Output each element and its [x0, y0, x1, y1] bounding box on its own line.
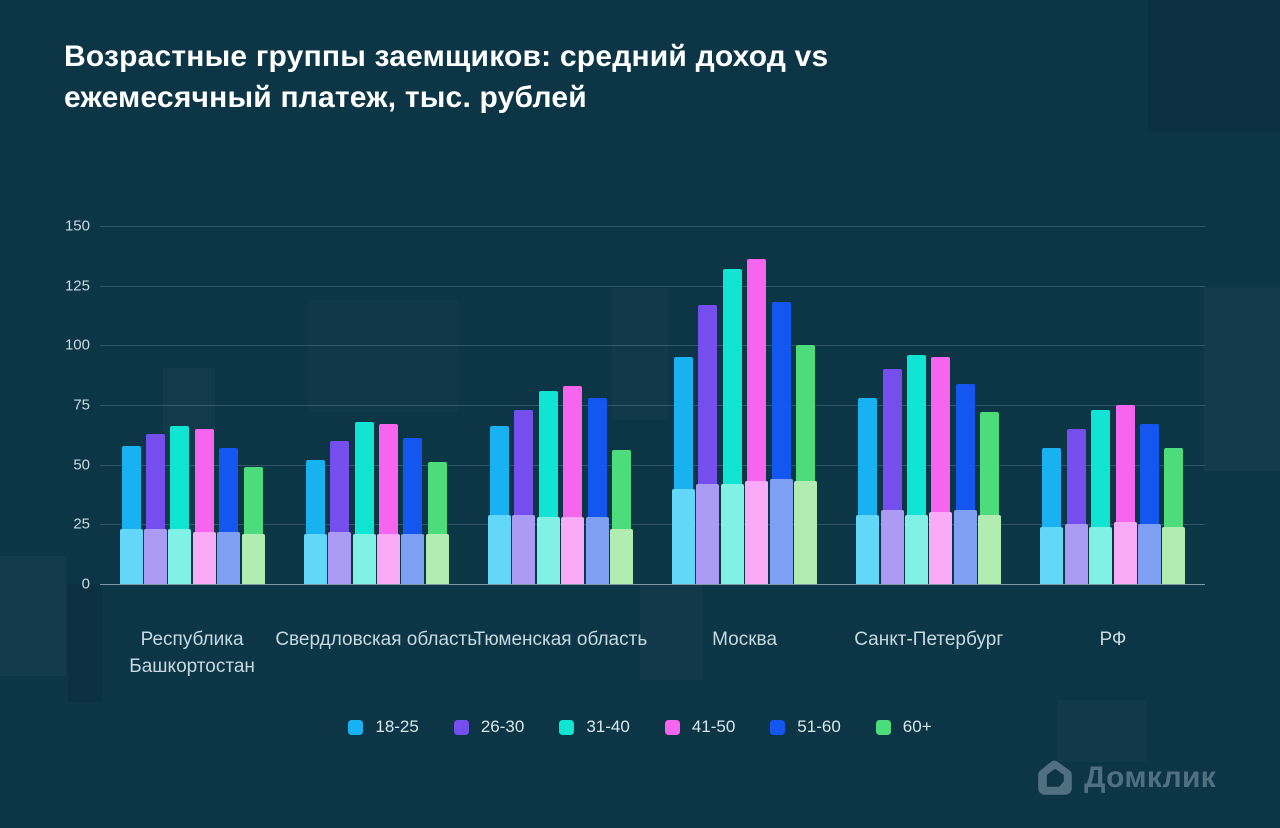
legend-swatch-icon	[875, 719, 891, 735]
payment-bar	[168, 529, 192, 584]
payment-bar	[769, 479, 793, 584]
page-title-line1: Возрастные группы заемщиков: средний дох…	[64, 40, 829, 73]
x-axis-label: Тюменская область	[473, 629, 648, 650]
x-axis-label: Москва	[712, 629, 778, 650]
page-title-line2: ежемесячный платеж, тыс. рублей	[64, 81, 587, 114]
gridline-75	[100, 405, 1205, 406]
legend-swatch-icon	[453, 719, 469, 735]
legend-item-31-40: 31-40	[559, 717, 630, 737]
payment-bar	[119, 529, 143, 584]
legend-item-18-25: 18-25	[348, 717, 419, 737]
payment-bar	[978, 514, 1002, 584]
y-axis-tick-label: 150	[64, 217, 90, 235]
payment-bar	[720, 483, 744, 584]
y-axis-tick-label: 100	[64, 336, 90, 354]
y-axis-tick-label: 125	[64, 277, 90, 295]
payment-bar	[1040, 526, 1064, 584]
y-axis-tick-label: 0	[81, 575, 90, 593]
payment-bar	[696, 483, 720, 584]
x-axis-label: Республика Башкортостан	[129, 629, 255, 677]
gridline-0	[100, 584, 1205, 585]
payment-bar	[672, 488, 696, 584]
page-title: Возрастные группы заемщиков: средний дох…	[64, 36, 828, 118]
legend-label: 60+	[902, 717, 932, 736]
x-axis-label: Свердловская область	[275, 629, 478, 650]
legend-label: 18-25	[375, 717, 419, 736]
payment-bar	[905, 514, 929, 584]
legend-label: 31-40	[586, 717, 630, 736]
legend-label: 26-30	[480, 717, 525, 736]
y-axis-tick-label: 50	[73, 456, 90, 474]
payment-bar	[609, 529, 633, 584]
legend-swatch-icon	[664, 719, 680, 735]
gridline-125	[100, 285, 1205, 287]
payment-bar	[1138, 524, 1162, 584]
payment-bar	[1089, 526, 1113, 584]
legend-item-26-30: 26-30	[453, 717, 525, 737]
payment-bar	[745, 481, 769, 584]
domclick-house-icon	[1035, 758, 1075, 798]
payment-bar	[585, 517, 609, 584]
payment-bar	[425, 533, 449, 584]
payment-bar	[1064, 524, 1088, 584]
gridline-25	[100, 524, 1205, 526]
payment-bar	[192, 531, 216, 584]
payment-bar	[536, 517, 560, 584]
chart-legend: 18-25 26-30 31-40 41-50 51-60 60+	[0, 717, 1280, 737]
legend-label: 51-60	[797, 717, 841, 736]
legend-item-51-60: 51-60	[770, 717, 841, 737]
payment-bar	[401, 533, 425, 584]
legend-swatch-icon	[348, 719, 364, 735]
legend-item-41-50: 41-50	[664, 717, 736, 737]
payment-bar	[241, 533, 265, 584]
legend-swatch-icon	[559, 719, 575, 735]
x-axis-label: РФ	[1099, 629, 1127, 650]
legend-swatch-icon	[770, 719, 786, 735]
payment-bar	[217, 531, 241, 584]
background-decor	[68, 584, 102, 702]
payment-bar	[328, 531, 352, 584]
payment-bar	[303, 533, 327, 584]
legend-label: 41-50	[691, 717, 736, 736]
y-axis-tick-label: 25	[73, 515, 90, 533]
payment-bar	[512, 514, 536, 584]
payment-bar	[794, 481, 818, 584]
gridline-100	[100, 345, 1205, 347]
brand-logo: Домклик	[1035, 758, 1216, 798]
x-axis-label: Санкт-Петербург	[854, 629, 1004, 650]
background-decor	[1148, 0, 1280, 132]
payment-bar	[1113, 521, 1137, 584]
payment-bar	[487, 514, 511, 584]
payment-bar	[880, 510, 904, 584]
payment-bar	[856, 514, 880, 584]
gridline-50	[100, 464, 1205, 466]
brand-name: Домклик	[1084, 761, 1216, 794]
payment-bar	[1162, 526, 1186, 584]
payment-bar	[561, 517, 585, 584]
legend-item-60+: 60+	[875, 717, 932, 737]
y-axis-tick-label: 75	[73, 396, 90, 414]
payment-bar	[352, 533, 376, 584]
payment-bar	[143, 529, 167, 584]
payment-bar	[953, 510, 977, 584]
payment-bar	[929, 512, 953, 584]
payment-bar	[376, 533, 400, 584]
gridline-150	[100, 226, 1205, 227]
